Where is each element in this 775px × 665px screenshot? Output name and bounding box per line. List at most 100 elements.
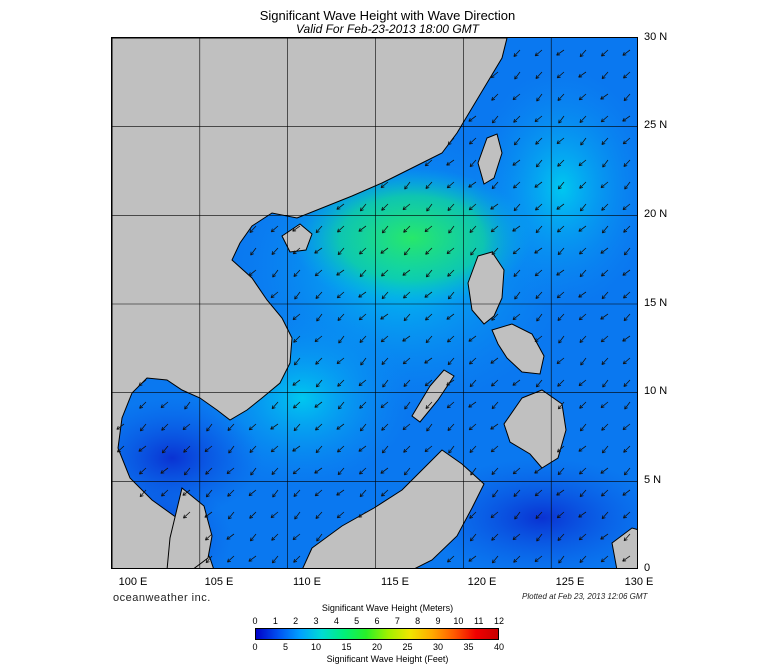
wave-arrow [294,291,301,300]
meters-tick: 3 [313,616,319,626]
wave-arrow [403,445,411,453]
wave-arrow [116,423,125,430]
wave-arrow [558,335,565,344]
wave-arrow [469,225,477,233]
wave-arrow [513,489,521,497]
wave-arrow [512,313,521,321]
wave-arrow [380,401,389,409]
wave-arrow [578,291,587,298]
wave-arrow [228,445,235,454]
wave-arrow [448,445,455,454]
wave-arrow [513,115,521,123]
feet-tick: 15 [341,642,352,652]
wave-arrow [337,247,345,256]
wave-arrow [513,49,521,57]
lon-label-125e: 125 E [555,576,585,588]
wave-arrow [249,533,257,542]
wave-arrow [578,533,587,541]
meters-tick: 8 [415,616,421,626]
wave-arrow [623,533,631,542]
wave-arrow [557,379,565,387]
wave-arrow [338,335,345,344]
wave-arrow [227,555,235,563]
wave-arrow [292,445,301,452]
wave-arrow [535,511,543,519]
wave-arrow [623,313,631,322]
wave-arrow [513,137,521,146]
wave-arrow [424,225,433,233]
wave-arrow [315,291,323,299]
wave-arrow [424,291,433,298]
wave-arrow [601,511,609,520]
wave-arrow [337,379,345,387]
wave-arrow [206,423,213,432]
wave-arrow [601,269,609,277]
wave-arrow [404,181,411,190]
wave-arrow [490,445,499,453]
wave-arrow [293,423,301,432]
wave-arrow [358,379,367,387]
wave-arrow [556,203,565,210]
wave-arrow [600,247,609,254]
wave-arrow [447,335,455,343]
wave-arrow [491,247,499,255]
wave-arrow [534,335,543,343]
wave-direction-arrows [116,49,631,564]
wave-arrow [622,115,631,122]
wave-arrow [336,269,345,276]
wave-arrow [469,379,477,388]
wave-arrow [600,533,609,540]
wave-arrow [513,203,521,212]
wave-arrow [249,445,257,453]
wave-arrow [182,423,191,431]
wave-arrow [557,159,565,167]
wave-arrow [424,445,433,453]
wave-arrow [514,511,521,520]
wave-arrow [491,555,499,564]
wave-arrow [314,467,323,474]
lat-label-0: 0 [644,562,651,574]
wave-arrow [447,357,455,366]
wave-arrow [579,401,587,409]
wave-arrow [424,379,433,387]
wave-arrow [403,225,411,233]
brand-logo: oceanweather inc. [113,592,211,604]
wave-arrow [536,533,543,542]
wave-arrow [534,247,543,254]
wave-arrow [227,511,235,520]
wave-arrow [534,49,543,57]
wave-arrow [270,423,279,430]
wave-arrow [600,181,609,189]
wave-arrow [623,379,631,387]
wave-arrow [337,467,345,476]
wave-arrow [404,401,411,410]
wave-arrow [535,203,543,211]
wave-arrow [381,269,389,277]
wave-arrow [468,181,477,188]
wave-arrow [161,445,169,454]
wave-arrow [358,291,367,298]
wave-arrow [535,379,543,388]
wave-arrow [578,511,587,518]
wave-arrow [601,291,609,300]
wave-arrow [403,291,411,299]
asian-mainland [112,38,508,568]
wave-arrow [381,357,389,365]
lat-label-25n: 25 N [644,119,668,131]
graticule [112,38,637,568]
wave-arrow [622,269,631,276]
wave-arrow [138,445,147,452]
wave-arrow [534,269,543,277]
wave-arrow [380,181,389,189]
wave-arrow [403,247,411,256]
wave-arrow [491,115,499,124]
wave-arrow [446,401,455,409]
wave-arrow [578,71,587,78]
wave-arrow [270,511,279,519]
wave-arrow [468,115,477,122]
wave-arrow [182,489,191,496]
wave-arrow [512,533,521,541]
wave-arrow [424,159,433,167]
wave-arrow [448,225,455,234]
wave-arrow [468,401,477,408]
